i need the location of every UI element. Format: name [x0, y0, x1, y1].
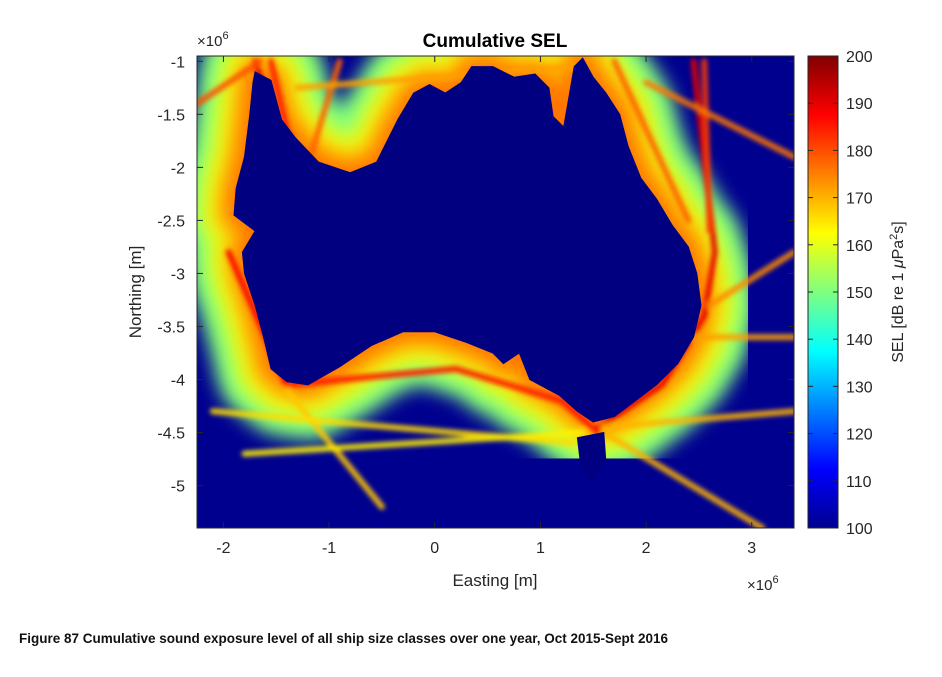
colorbar-label-mu: μ	[890, 259, 907, 269]
colorbar-tick-label: 150	[846, 285, 873, 302]
colorbar-label-exponent: 2	[888, 234, 900, 240]
shipping-lane	[706, 249, 794, 309]
plot-frame	[196, 55, 795, 529]
colorbar-tick-label: 200	[846, 49, 873, 66]
x-tick-label: -2	[216, 540, 230, 557]
colorbar-tick-label: 190	[846, 96, 873, 113]
shipping-lane	[600, 408, 794, 431]
y-tick-label: -2	[171, 160, 185, 177]
y-tick-label: -1.5	[157, 107, 185, 124]
land-mask	[233, 57, 702, 482]
x-axis-multiplier: ×106	[747, 574, 779, 594]
y-tick-label: -3	[171, 266, 185, 283]
x-tick-label: 2	[642, 540, 651, 557]
colorbar-tick-label: 180	[846, 143, 873, 160]
x-axis-label: Easting [m]	[452, 571, 537, 590]
colorbar-label-pa: Pa	[890, 240, 907, 260]
x-tick-label: -1	[322, 540, 336, 557]
shipping-lane	[600, 429, 766, 528]
y-tick-label: -4.5	[157, 426, 185, 443]
colorbar-tick-label: 140	[846, 332, 873, 349]
x-multiplier-base: ×10	[747, 577, 772, 594]
shipping-lane	[283, 365, 602, 436]
colorbar-tick-label: 110	[846, 474, 872, 491]
figure-caption: Figure 87 Cumulative sound exposure leve…	[19, 631, 669, 646]
colorbar-tick-label: 100	[846, 521, 873, 538]
x-axis: -2 -1 0 1 2 3	[216, 56, 756, 557]
shipping-lane	[197, 58, 264, 107]
colorbar-ticks: 100 110 120 130 140 150 160 170 180 190 200	[808, 49, 873, 538]
colorbar-tick-label: 120	[846, 427, 873, 444]
x-tick-label: 1	[536, 540, 545, 557]
chart-title: Cumulative SEL	[423, 31, 568, 52]
y-tick-label: -5	[171, 479, 185, 496]
shipping-lane	[611, 58, 692, 224]
x-tick-label: 3	[747, 540, 756, 557]
y-axis: -1 -1.5 -2 -2.5 -3 -3.5 -4 -4.5 -5	[157, 54, 794, 496]
colorbar-label: SEL [dB re 1 μPa2s]	[888, 221, 907, 363]
x-multiplier-exponent: 6	[772, 574, 778, 586]
shipping-lane	[701, 58, 713, 234]
colorbar-label-part-1: SEL [dB re 1	[890, 268, 907, 363]
colorbar-label-end: s]	[890, 221, 907, 233]
y-tick-label: -2.5	[157, 213, 185, 230]
y-tick-label: -3.5	[157, 319, 185, 336]
australia-land	[233, 57, 702, 423]
y-multiplier-exponent: 6	[222, 30, 228, 42]
y-tick-label: -1	[171, 54, 185, 71]
colorbar-tick-label: 160	[846, 238, 873, 255]
colorbar-tick-label: 130	[846, 379, 873, 396]
y-axis-label: Northing [m]	[126, 246, 145, 339]
shipping-lane	[294, 63, 581, 91]
colorbar-tick-label: 170	[846, 191, 873, 208]
heatmap-plot-area	[197, 56, 794, 528]
shipping-lane	[643, 79, 794, 160]
x-tick-label: 0	[430, 540, 439, 557]
shipping-lane	[241, 429, 586, 457]
y-tick-label: -4	[171, 373, 185, 390]
y-axis-multiplier: ×106	[197, 30, 229, 50]
tasmania-land	[576, 431, 607, 482]
y-multiplier-base: ×10	[197, 33, 222, 50]
